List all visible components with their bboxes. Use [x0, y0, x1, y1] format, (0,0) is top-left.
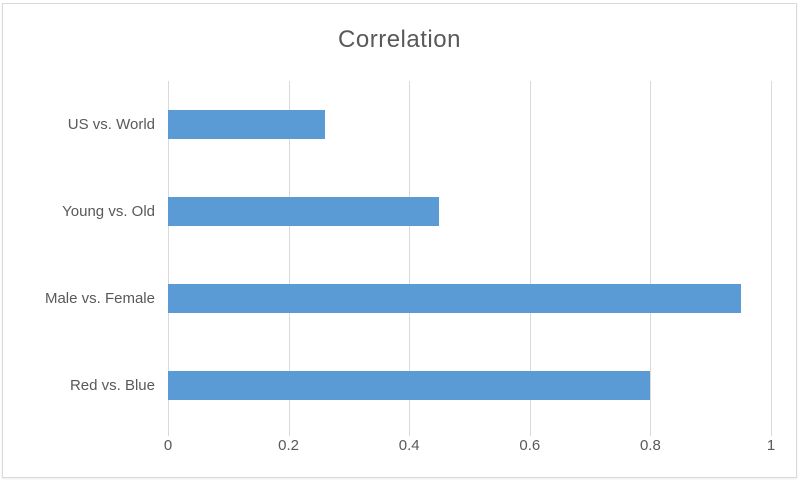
- gridline: [771, 81, 772, 436]
- x-tick-label: 0.4: [398, 437, 420, 454]
- gridline: [168, 81, 169, 436]
- bar-male-vs-female[interactable]: [168, 284, 741, 313]
- x-tick-label: 0.8: [639, 437, 661, 454]
- gridline: [288, 81, 290, 436]
- category-label: US vs. World: [67, 115, 155, 133]
- chart-title: Correlation: [338, 26, 461, 53]
- gridline: [409, 81, 411, 436]
- x-tick-label: 1: [766, 437, 776, 454]
- category-label: Male vs. Female: [44, 289, 155, 307]
- x-tick-label: 0.2: [278, 437, 300, 454]
- bar-us-vs-world[interactable]: [168, 110, 325, 139]
- gridline: [650, 81, 652, 436]
- chart-area: Correlation US vs. World Young vs. Old Mal…: [2, 3, 797, 478]
- category-label: Red vs. Blue: [69, 376, 155, 394]
- x-tick-label: 0: [163, 437, 173, 454]
- bar-red-vs-blue[interactable]: [168, 371, 651, 400]
- gridline: [529, 81, 531, 436]
- plot-area: [168, 81, 772, 436]
- bar-young-vs-old[interactable]: [168, 197, 440, 226]
- x-tick-label: 0.6: [519, 437, 541, 454]
- category-label: Young vs. Old: [62, 202, 155, 220]
